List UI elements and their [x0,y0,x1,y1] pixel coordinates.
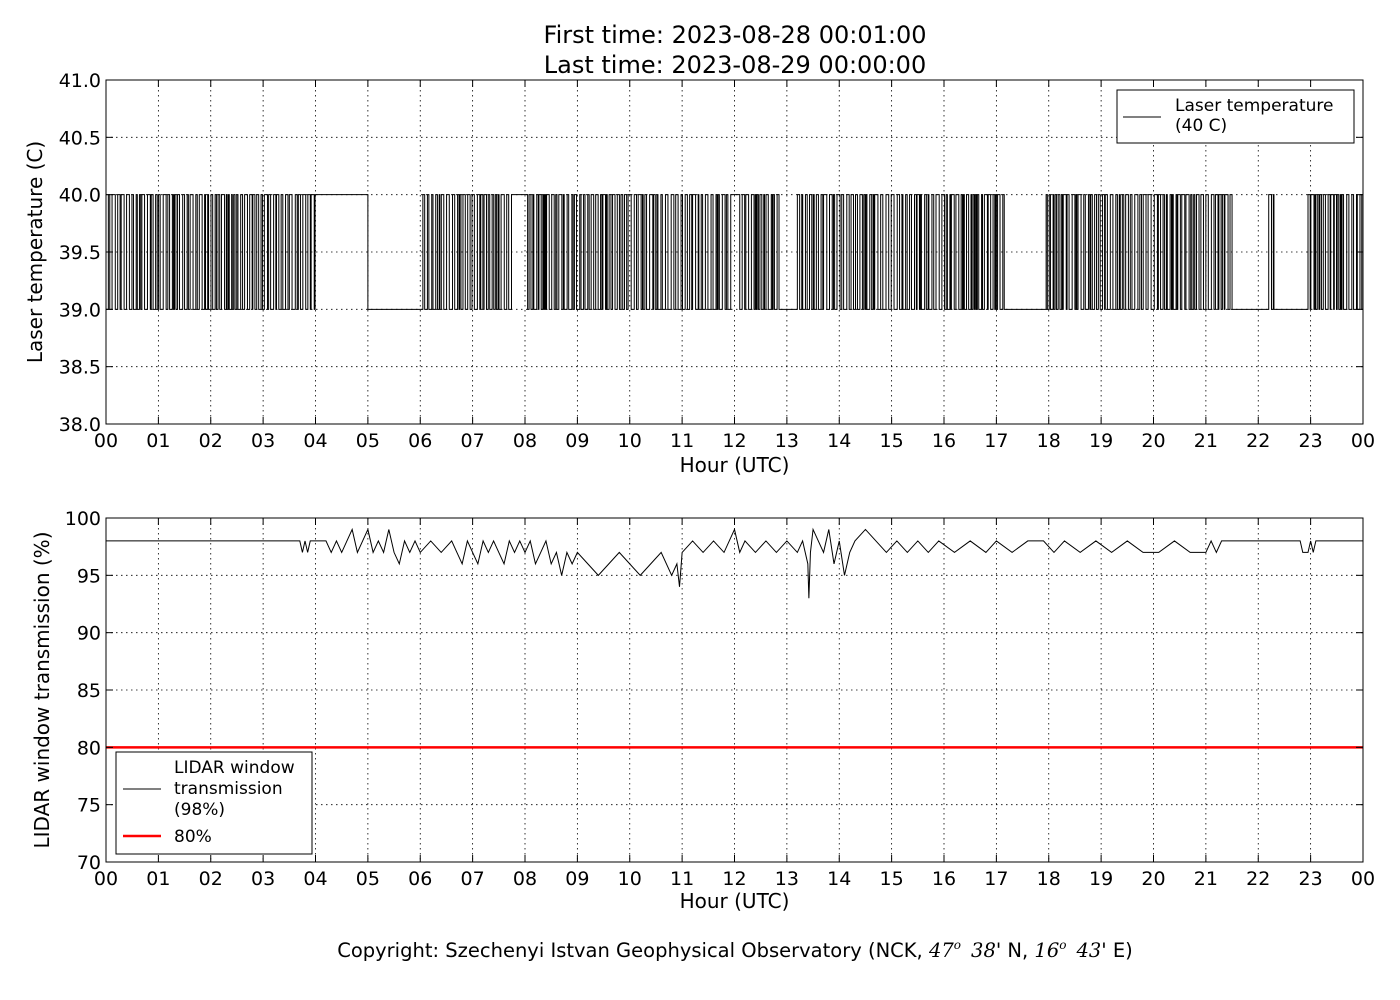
laser-temperature-x-tick-label: 13 [775,430,799,452]
lidar-transmission-x-tick-label: 08 [513,868,537,890]
laser-temperature-x-tick-label: 05 [356,430,380,452]
laser-temperature-x-tick-label: 16 [932,430,956,452]
lidar-transmission-x-tick-label: 11 [670,868,694,890]
laser-temperature-legend-label-line-1: Laser temperature [1175,96,1333,116]
lidar-transmission-y-tick-label: 70 [77,852,101,874]
laser-temperature-xlabel: Hour (UTC) [680,453,790,477]
laser-temperature-x-tick-label: 04 [303,430,327,452]
lidar-transmission-xlabel: Hour (UTC) [680,889,790,913]
copyright-longitude-degree-mark: o [1059,938,1066,952]
lidar-transmission-x-tick-label: 06 [408,868,432,890]
lidar-transmission-x-tick-label: 16 [932,868,956,890]
lidar-transmission-y-tick-label: 90 [77,623,101,645]
lidar-transmission-x-tick-label: 18 [1037,868,1061,890]
lidar-transmission-ylabel: LIDAR window transmission (%) [30,532,54,849]
laser-temperature-y-tick-label: 38.0 [59,414,101,436]
laser-temperature-x-tick-label: 09 [565,430,589,452]
lidar-transmission-y-tick-label: 100 [65,508,101,530]
copyright-longitude-suffix: ' E) [1101,939,1133,962]
laser-temperature-x-tick-label: 15 [880,430,904,452]
laser-temperature-x-tick-label: 12 [722,430,746,452]
lidar-transmission-x-tick-label: 09 [565,868,589,890]
lidar-transmission-x-tick-label: 02 [199,868,223,890]
lidar-transmission-x-tick-label: 05 [356,868,380,890]
laser-temperature-y-tick-label: 39.0 [59,299,101,321]
lidar-transmission-x-tick-label: 10 [618,868,642,890]
lidar-transmission-y-tick-label: 85 [77,680,101,702]
laser-temperature-x-tick-label: 03 [251,430,275,452]
laser-temperature-x-tick-label: 19 [1089,430,1113,452]
laser-temperature-x-tick-label: 17 [984,430,1008,452]
laser-temperature-x-tick-label: 08 [513,430,537,452]
laser-temperature-y-tick-label: 40.5 [59,127,101,149]
lidar-transmission-plot-area [106,527,1363,749]
lidar-transmission-x-tick-label: 00 [94,868,118,890]
copyright-text: Copyright: Szechenyi Istvan Geophysical … [337,938,1133,962]
figure-title-line-2: Last time: 2023-08-29 00:00:00 [544,51,926,79]
lidar-transmission-x-tick-label: 13 [775,868,799,890]
lidar-transmission-x-tick-label: 00 [1351,868,1375,890]
lidar-transmission-legend: LIDAR window transmission (98%) 80% [115,751,313,855]
laser-temperature-y-tick-label: 40.0 [59,185,101,207]
lidar-transmission-x-tick-label: 17 [984,868,1008,890]
copyright-latitude-degrees: 47 [928,939,954,962]
laser-temperature-series-0-line [106,194,1363,310]
laser-temperature-x-tick-label: 20 [1141,430,1165,452]
laser-temperature-chart: 00 01 02 03 04 05 06 07 08 09 10 11 12 13 14 15 16 17 18 19… [23,70,1375,477]
lidar-transmission-legend-label-line-2: transmission [174,779,283,799]
lidar-transmission-series-0-line [106,527,1363,599]
lidar-transmission-y-tick-label: 95 [77,565,101,587]
lidar-transmission-x-tick-label: 20 [1141,868,1165,890]
laser-temperature-x-tick-label: 02 [199,430,223,452]
lidar-transmission-chart: 00 01 02 03 04 05 06 07 08 09 10 11 12 13 14 15 16 17 18 19… [30,508,1375,913]
copyright-latitude-minutes: 38 [971,939,996,962]
laser-temperature-x-tick-label: 18 [1037,430,1061,452]
lidar-transmission-x-tick-label: 14 [827,868,851,890]
lidar-transmission-x-tick-label: 03 [251,868,275,890]
laser-temperature-y-tick-label: 39.5 [59,242,101,264]
laser-temperature-legend-label-line-2: (40 C) [1175,116,1227,136]
laser-temperature-x-tick-label: 07 [461,430,485,452]
laser-temperature-x-tick-label: 22 [1246,430,1270,452]
figure-title-line-1: First time: 2023-08-28 00:01:00 [544,21,927,49]
copyright-longitude-minutes: 43 [1075,939,1101,962]
laser-temperature-legend: Laser temperature (40 C) [1116,89,1355,144]
lidar-transmission-ticks: 00 01 02 03 04 05 06 07 08 09 10 11 12 13 14 15 16 17 18 19… [65,508,1375,890]
threshold-legend-label: 80% [174,827,212,847]
lidar-transmission-y-tick-label: 75 [77,795,101,817]
lidar-transmission-x-tick-label: 04 [303,868,327,890]
lidar-transmission-x-tick-label: 22 [1246,868,1270,890]
laser-temperature-plot-area [106,194,1363,310]
lidar-transmission-x-tick-label: 19 [1089,868,1113,890]
laser-temperature-x-tick-label: 01 [146,430,170,452]
laser-temperature-x-tick-label: 06 [408,430,432,452]
laser-temperature-x-tick-label: 00 [94,430,118,452]
laser-temperature-ylabel: Laser temperature (C) [23,141,47,363]
lidar-transmission-x-tick-label: 23 [1299,868,1323,890]
lidar-transmission-x-tick-label: 12 [722,868,746,890]
laser-temperature-y-tick-label: 38.5 [59,357,101,379]
lidar-transmission-legend-label-line-1: LIDAR window [174,758,295,778]
copyright-prefix: Copyright: Szechenyi Istvan Geophysical … [337,939,929,962]
laser-temperature-x-tick-label: 10 [618,430,642,452]
lidar-transmission-x-tick-label: 21 [1194,868,1218,890]
copyright-longitude-degrees: 16 [1034,939,1059,962]
lidar-transmission-y-tick-label: 80 [77,737,101,759]
lidar-transmission-legend-label-line-3: (98%) [174,800,225,820]
copyright-latitude-suffix: ' N, [996,939,1035,962]
laser-temperature-x-tick-label: 00 [1351,430,1375,452]
laser-temperature-x-tick-label: 14 [827,430,851,452]
laser-temperature-x-tick-label: 21 [1194,430,1218,452]
laser-temperature-x-tick-label: 11 [670,430,694,452]
laser-temperature-ticks: 00 01 02 03 04 05 06 07 08 09 10 11 12 13 14 15 16 17 18 19… [59,70,1375,452]
laser-temperature-x-tick-label: 23 [1299,430,1323,452]
laser-temperature-y-tick-label: 41.0 [59,70,101,92]
lidar-transmission-x-tick-label: 07 [461,868,485,890]
lidar-transmission-x-tick-label: 15 [880,868,904,890]
lidar-transmission-x-tick-label: 01 [146,868,170,890]
copyright-latitude-degree-mark: o [954,938,961,952]
